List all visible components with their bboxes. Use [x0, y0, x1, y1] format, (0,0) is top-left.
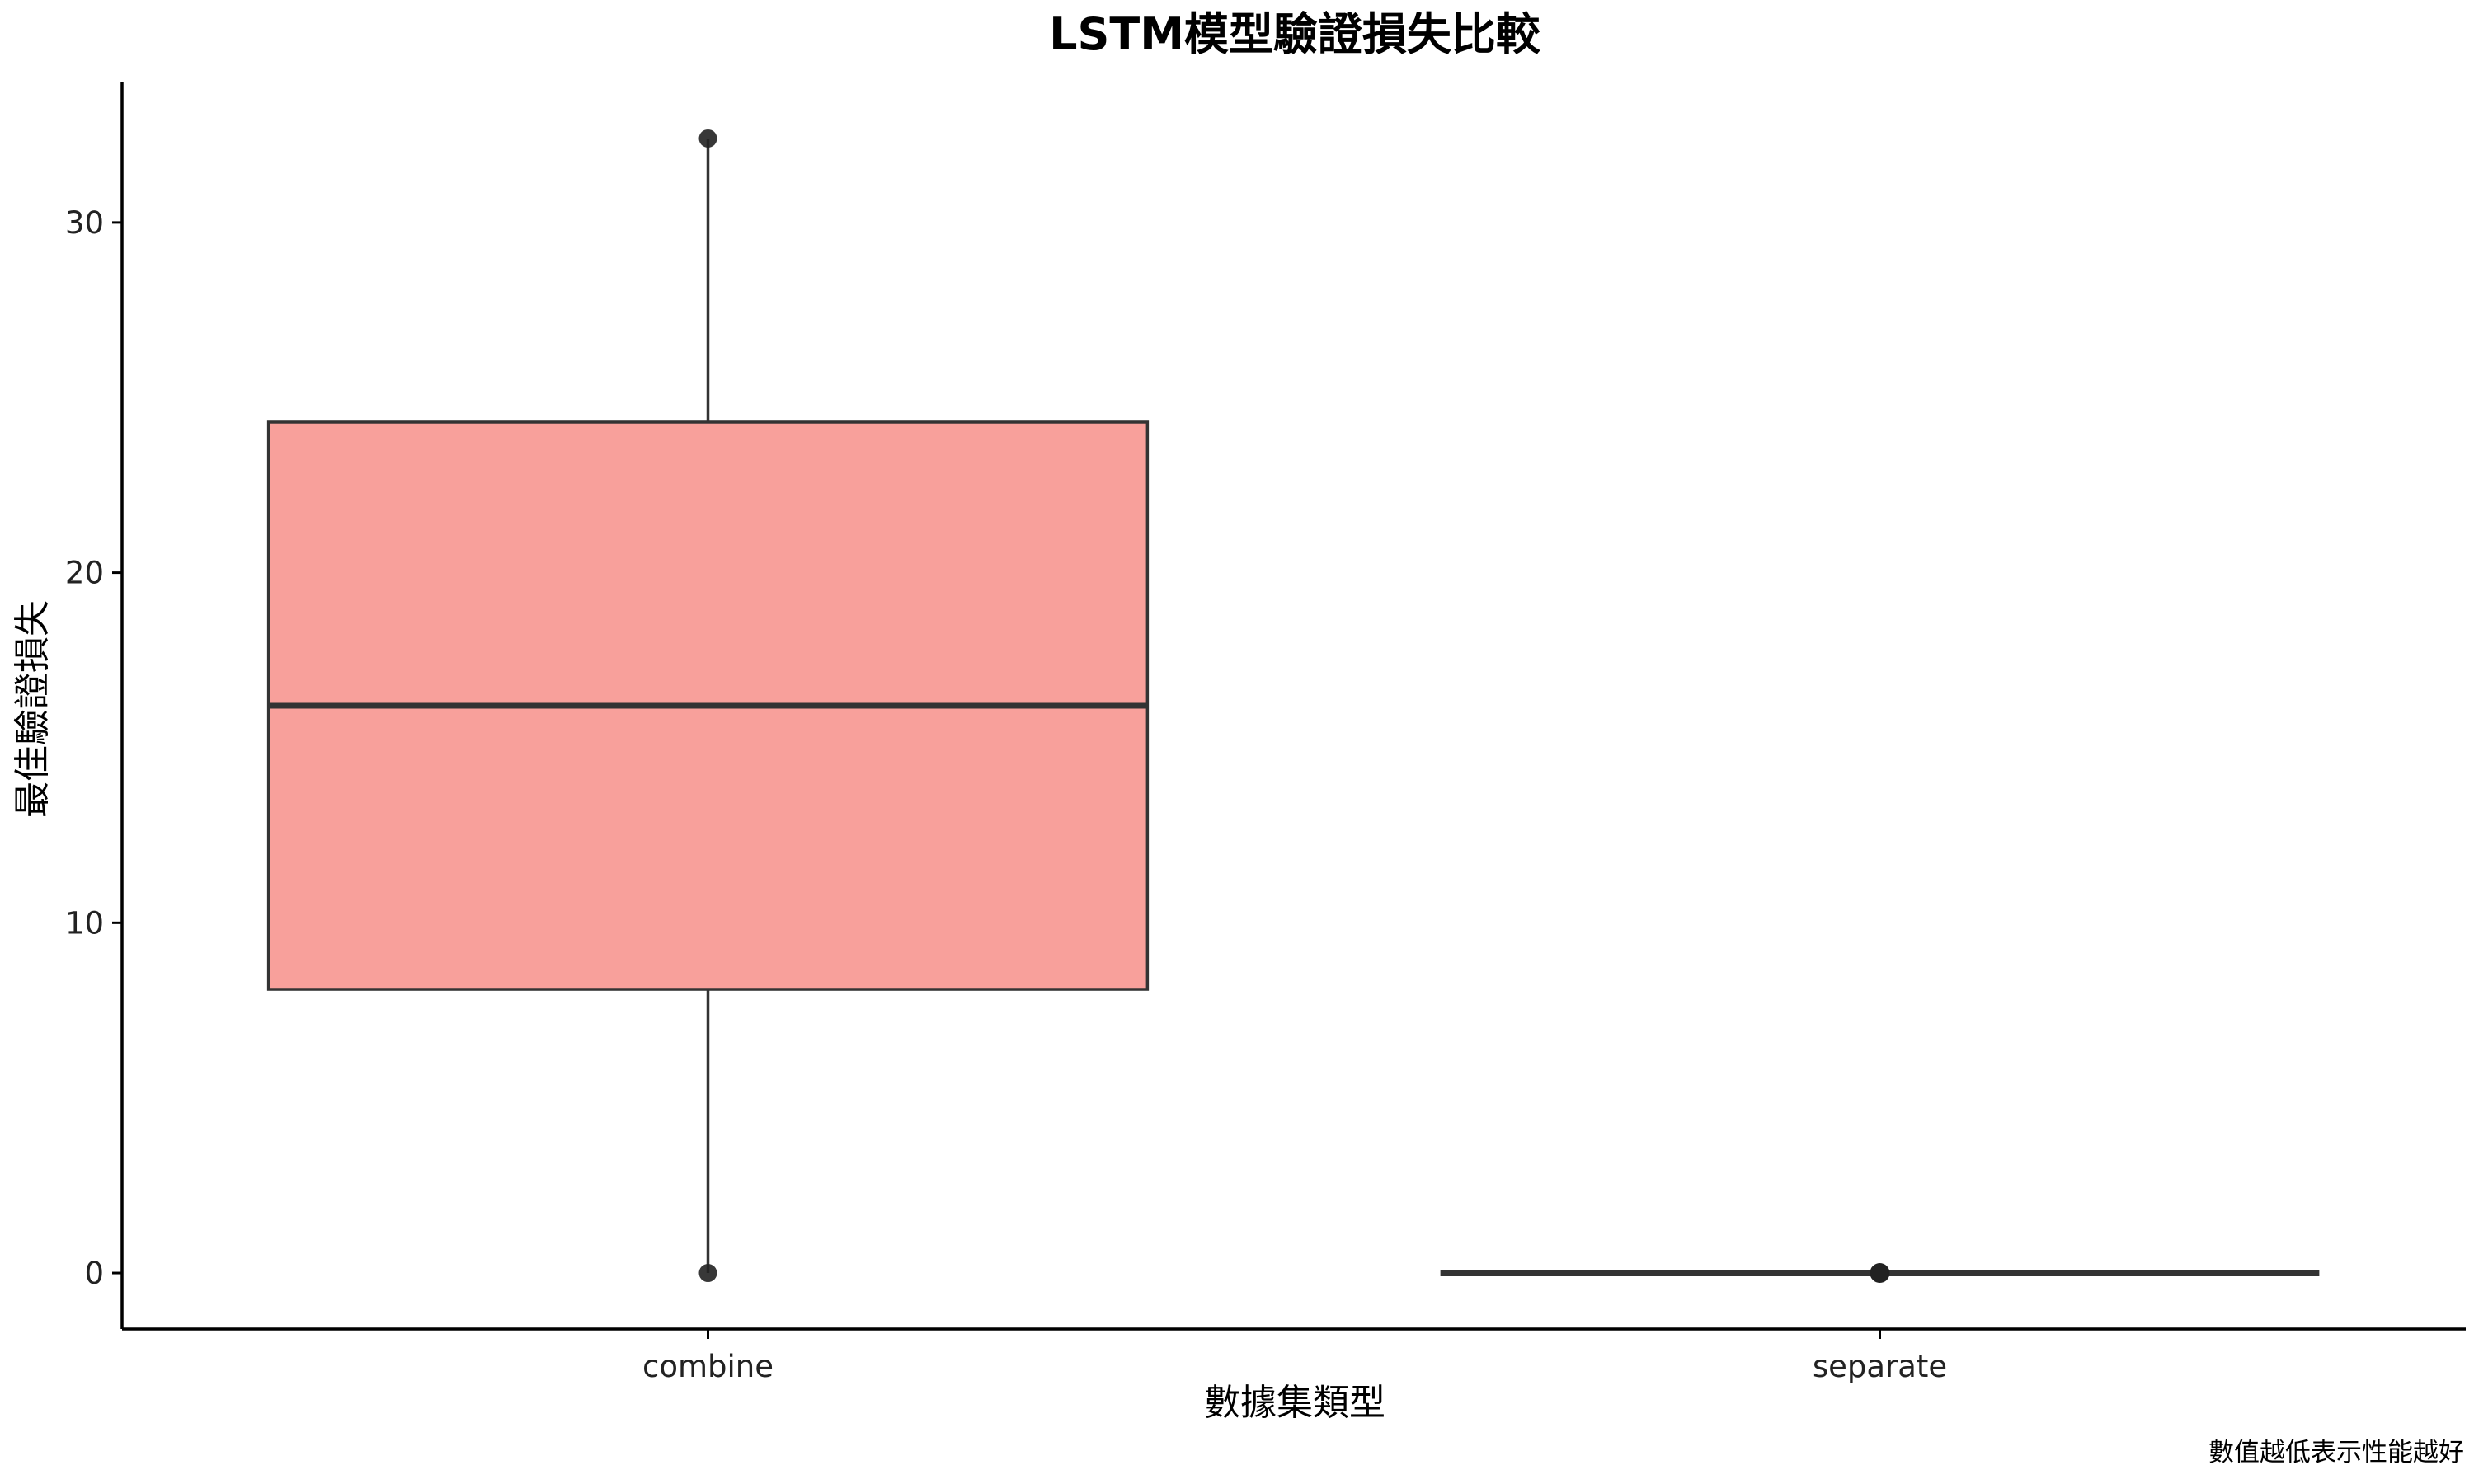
chart-title: LSTM模型驗證損失比較 [1049, 8, 1541, 60]
chart-caption: 數值越低表示性能越好 [2208, 1438, 2464, 1468]
y-tick-label-0: 0 [84, 1256, 104, 1291]
outlier-point-combine-1 [698, 129, 717, 148]
y-axis-title: 最佳驗證損失 [12, 600, 54, 818]
y-tick-label-20: 20 [65, 556, 104, 591]
x-tick-label-separate: separate [1813, 1349, 1947, 1384]
y-tick-label-30: 30 [65, 205, 104, 241]
plot-area: 0 10 20 30 combine separate [65, 82, 2466, 1384]
outlier-point-combine-0 [698, 1264, 717, 1283]
x-axis-title: 數據集類型 [1204, 1382, 1385, 1424]
y-tick-label-10: 10 [65, 905, 104, 941]
outlier-point-separate-0 [1870, 1263, 1890, 1284]
x-tick-label-combine: combine [642, 1349, 774, 1384]
